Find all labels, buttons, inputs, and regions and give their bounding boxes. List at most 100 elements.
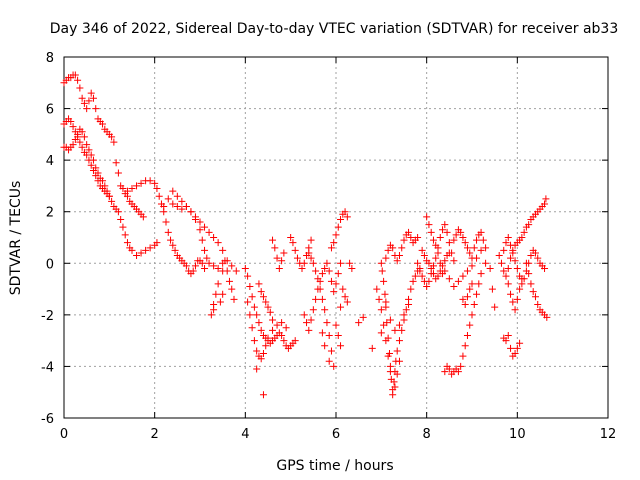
data-point <box>278 331 286 339</box>
data-point <box>531 293 539 301</box>
data-point <box>395 337 403 345</box>
data-point <box>287 234 295 241</box>
data-point <box>169 241 177 249</box>
data-point <box>520 228 528 236</box>
data-point <box>123 239 131 247</box>
data-point <box>164 228 172 236</box>
data-point <box>463 293 471 301</box>
data-point <box>400 311 408 319</box>
data-point <box>78 143 86 151</box>
x-tick-label: 12 <box>600 427 617 442</box>
data-point <box>389 244 397 252</box>
data-point <box>373 285 381 293</box>
data-point <box>67 117 75 125</box>
data-point <box>504 280 512 288</box>
data-point <box>307 236 315 244</box>
data-point <box>466 285 474 293</box>
data-point <box>511 350 519 358</box>
data-point <box>280 337 288 345</box>
data-point <box>355 319 363 327</box>
data-point <box>382 298 390 306</box>
data-point <box>330 239 338 247</box>
data-point <box>210 234 218 241</box>
data-point <box>105 192 113 200</box>
data-point <box>368 344 376 352</box>
data-point <box>110 138 118 146</box>
data-point <box>391 326 399 334</box>
data-point <box>390 378 398 386</box>
data-point <box>542 195 550 203</box>
data-point <box>198 259 206 267</box>
data-point <box>429 270 437 278</box>
data-point <box>450 282 458 290</box>
data-point <box>262 342 270 350</box>
data-point <box>80 99 88 107</box>
data-point <box>173 192 181 200</box>
data-point <box>327 244 335 252</box>
data-point <box>248 324 256 332</box>
data-point <box>214 280 222 288</box>
data-point <box>509 249 517 257</box>
data-point <box>470 301 478 309</box>
data-point <box>341 293 349 301</box>
data-point <box>280 249 288 257</box>
data-point <box>441 368 449 376</box>
data-point <box>169 187 177 195</box>
data-point <box>457 228 465 236</box>
data-point <box>534 301 542 309</box>
x-tick-label: 8 <box>423 427 431 442</box>
data-point <box>300 311 308 319</box>
data-point <box>312 295 320 303</box>
data-point <box>205 259 213 267</box>
data-point <box>269 326 277 334</box>
data-point <box>87 161 95 169</box>
data-point <box>330 362 338 370</box>
data-point <box>393 257 401 265</box>
data-point <box>527 280 535 288</box>
data-point <box>69 123 77 131</box>
data-point <box>511 306 519 314</box>
data-point <box>303 319 311 327</box>
data-point <box>244 272 252 280</box>
data-point <box>69 141 77 149</box>
data-point <box>244 298 252 306</box>
data-point <box>518 275 526 283</box>
data-point <box>463 267 471 275</box>
data-point <box>219 290 227 298</box>
data-point <box>432 254 440 262</box>
data-point <box>264 303 272 311</box>
data-point <box>189 267 197 275</box>
data-point <box>325 267 333 275</box>
data-point <box>155 192 163 200</box>
data-point <box>423 213 431 221</box>
data-point <box>479 236 487 244</box>
x-tick-label: 0 <box>60 427 68 442</box>
data-point <box>405 301 413 309</box>
axis-ticks: 0 2 4 6 8 10 12 -6 -4 -2 0 2 4 6 8 <box>41 51 616 442</box>
data-point <box>386 368 394 376</box>
data-point <box>486 264 494 272</box>
data-point <box>92 164 100 172</box>
data-point <box>432 241 440 249</box>
data-point <box>522 259 530 267</box>
data-point <box>210 262 218 270</box>
data-point <box>191 262 199 270</box>
data-point <box>400 236 408 244</box>
data-point <box>425 277 433 285</box>
data-point <box>225 277 233 285</box>
data-point <box>509 298 517 306</box>
data-point <box>445 239 453 247</box>
data-point <box>182 203 190 211</box>
data-point <box>128 185 136 193</box>
data-point <box>513 264 521 272</box>
data-point <box>463 244 471 252</box>
data-point <box>518 234 526 241</box>
data-point <box>210 306 218 314</box>
data-point <box>470 244 478 252</box>
data-point <box>454 368 462 376</box>
data-point <box>504 234 512 241</box>
data-point <box>327 347 335 355</box>
data-point <box>511 257 519 265</box>
data-point <box>219 259 227 267</box>
